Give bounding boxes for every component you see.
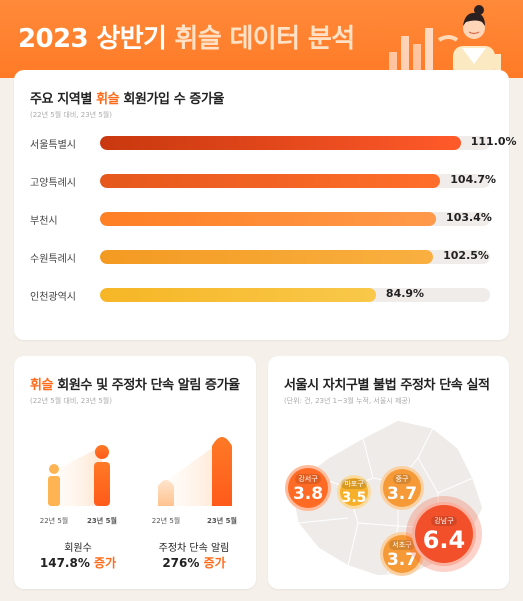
card1-title-accent: 휘슬 [96,92,120,107]
region-bar [100,136,461,150]
region-bar [100,288,376,302]
district-bubble: 강서구 3.8 [285,465,331,511]
region-value-label: 104.7% [450,173,497,186]
region-bar-track [100,174,490,188]
cap-alerts-22: 22년 5월 [151,517,181,525]
title-accent: 휘슬 데이터 분석 [174,24,355,54]
group1-increase: 증가 [94,556,117,570]
group1-percent: 147.8% [39,556,90,570]
district-name: 중구 [392,473,412,484]
group1-label: 회원수 [64,543,92,554]
alert-growth-shade [166,441,222,506]
region-value-label: 102.5% [443,249,489,262]
region-bar-track [100,288,490,302]
cap-members-22: 22년 5월 [39,517,69,525]
district-value: 3.5 [341,490,367,506]
card1-note: (22년 5월 대비, 23년 5월) [30,111,112,119]
district-bubble: 강남구 6.4 [412,502,476,566]
group2-label: 주정차 단속 알림 [158,543,230,554]
cap-members-23: 23년 5월 [87,517,117,525]
members-growth-card: 휘슬 회원수 및 주정차 단속 알림 증가율 (22년 5월 대비, 23년 5… [14,356,256,589]
card2-note: (22년 5월 대비, 23년 5월) [30,397,112,405]
region-bar-track [100,212,490,226]
region-bar [100,250,434,264]
district-bubble: 마포구 3.5 [337,475,371,509]
card3-title: 서울시 자치구별 불법 주정차 단속 실적 [284,378,490,393]
title-plain: 2023 상반기 [18,24,167,54]
region-value-label: 103.4% [446,211,492,224]
region-bar-track [100,136,490,150]
region-bar-track [100,250,490,264]
region-growth-card: 주요 지역별 휘슬 회원가입 수 증가율 (22년 5월 대비, 23년 5월)… [14,70,517,340]
district-name: 강남구 [431,516,457,526]
card2-title-suffix: 회원수 및 주정차 단속 알림 증가율 [57,378,240,393]
woman-illustration [389,5,501,78]
district-name: 서초구 [389,539,415,550]
region-label: 인천광역시 [30,292,76,303]
card1-title: 주요 지역별 휘슬 회원가입 수 증가율 [30,88,224,107]
seoul-district-card: 서울시 자치구별 불법 주정차 단속 실적 (단위: 건, 23년 1~3월 누… [268,356,509,589]
member-figure-23 [94,445,110,506]
card3-note: (단위: 건, 23년 1~3월 누적, 서울시 제공) [284,397,411,405]
group2-percent: 276% [162,556,200,570]
header-banner: 2023 상반기 휘슬 데이터 분석 [0,0,523,78]
district-value: 6.4 [422,526,466,554]
group1-value: 147.8% 증가 [40,554,116,571]
region-label: 수원특례시 [30,254,76,265]
district-value: 3.7 [386,483,418,504]
district-bubble: 중구 3.7 [380,466,424,510]
alert-pin-22 [158,480,174,506]
alert-pin-23 [212,437,232,506]
group2-increase: 증가 [203,556,226,570]
district-name: 마포구 [341,479,367,489]
card1-title-prefix: 주요 지역별 [30,92,92,107]
group2-value: 276% 증가 [162,554,225,571]
card1-title-suffix: 회원가입 수 증가율 [123,92,225,107]
district-name: 강서구 [295,473,321,484]
district-value: 3.8 [292,483,324,504]
district-value: 3.7 [386,549,418,570]
member-figure-22 [48,464,60,506]
region-value-label: 84.9% [385,287,425,300]
members-figure-chart [48,437,232,506]
region-bar [100,174,441,188]
card2-title: 휘슬 회원수 및 주정차 단속 알림 증가율 [30,374,240,393]
region-bar [100,212,437,226]
region-label: 서울특별시 [30,140,76,151]
cap-alerts-23: 23년 5월 [207,517,237,525]
region-label: 고양특례시 [30,178,76,189]
member-growth-shade [54,446,102,506]
region-label: 부천시 [30,216,58,227]
region-value-label: 111.0% [470,135,517,148]
card2-title-accent: 휘슬 [30,378,54,393]
page-title: 2023 상반기 휘슬 데이터 분석 [18,18,355,55]
